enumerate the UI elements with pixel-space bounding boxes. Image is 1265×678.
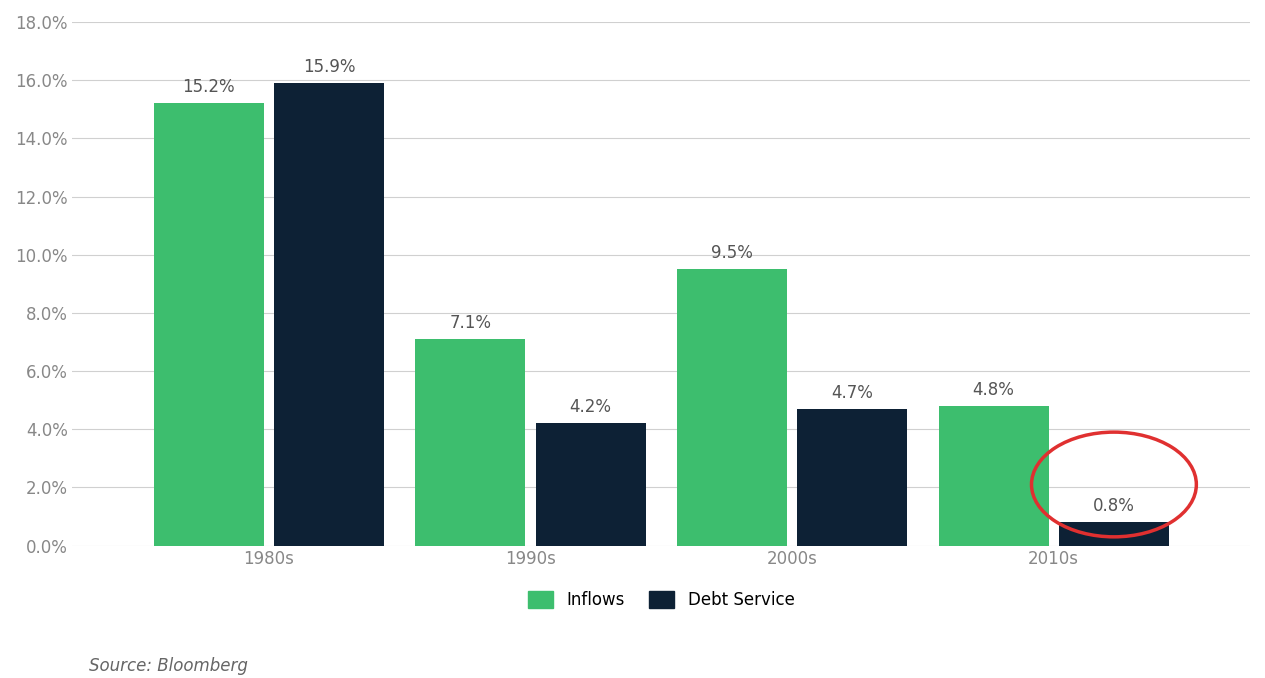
- Bar: [415, 339, 525, 546]
- Text: 4.8%: 4.8%: [973, 380, 1015, 399]
- Text: 9.5%: 9.5%: [711, 244, 753, 262]
- Text: 4.2%: 4.2%: [569, 398, 611, 416]
- Bar: [797, 409, 907, 546]
- Text: Source: Bloomberg: Source: Bloomberg: [89, 657, 248, 675]
- Bar: [275, 83, 383, 546]
- Text: 0.8%: 0.8%: [1093, 497, 1135, 515]
- Bar: [939, 406, 1049, 546]
- Text: 7.1%: 7.1%: [449, 314, 491, 332]
- Bar: [153, 104, 263, 546]
- Text: 15.2%: 15.2%: [182, 78, 235, 96]
- Legend: Inflows, Debt Service: Inflows, Debt Service: [521, 584, 801, 616]
- Bar: [1059, 522, 1169, 546]
- Bar: [535, 423, 645, 546]
- Text: 15.9%: 15.9%: [302, 58, 355, 76]
- Bar: [677, 269, 787, 546]
- Text: 4.7%: 4.7%: [831, 384, 873, 401]
